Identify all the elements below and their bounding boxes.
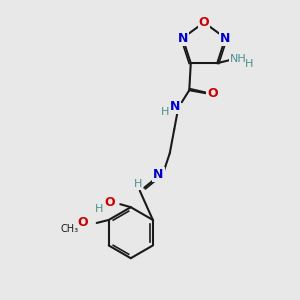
Text: N: N: [220, 32, 231, 44]
Text: N: N: [153, 168, 164, 181]
Text: H: H: [161, 107, 170, 117]
Text: H: H: [245, 59, 254, 69]
Text: H: H: [134, 179, 142, 189]
Text: N: N: [177, 32, 188, 44]
Text: O: O: [207, 87, 218, 100]
Text: O: O: [104, 196, 115, 209]
Text: O: O: [77, 217, 88, 230]
Text: NH: NH: [230, 54, 247, 64]
Text: H: H: [95, 204, 103, 214]
Text: N: N: [170, 100, 180, 113]
Text: O: O: [199, 16, 209, 29]
Text: CH₃: CH₃: [61, 224, 79, 234]
